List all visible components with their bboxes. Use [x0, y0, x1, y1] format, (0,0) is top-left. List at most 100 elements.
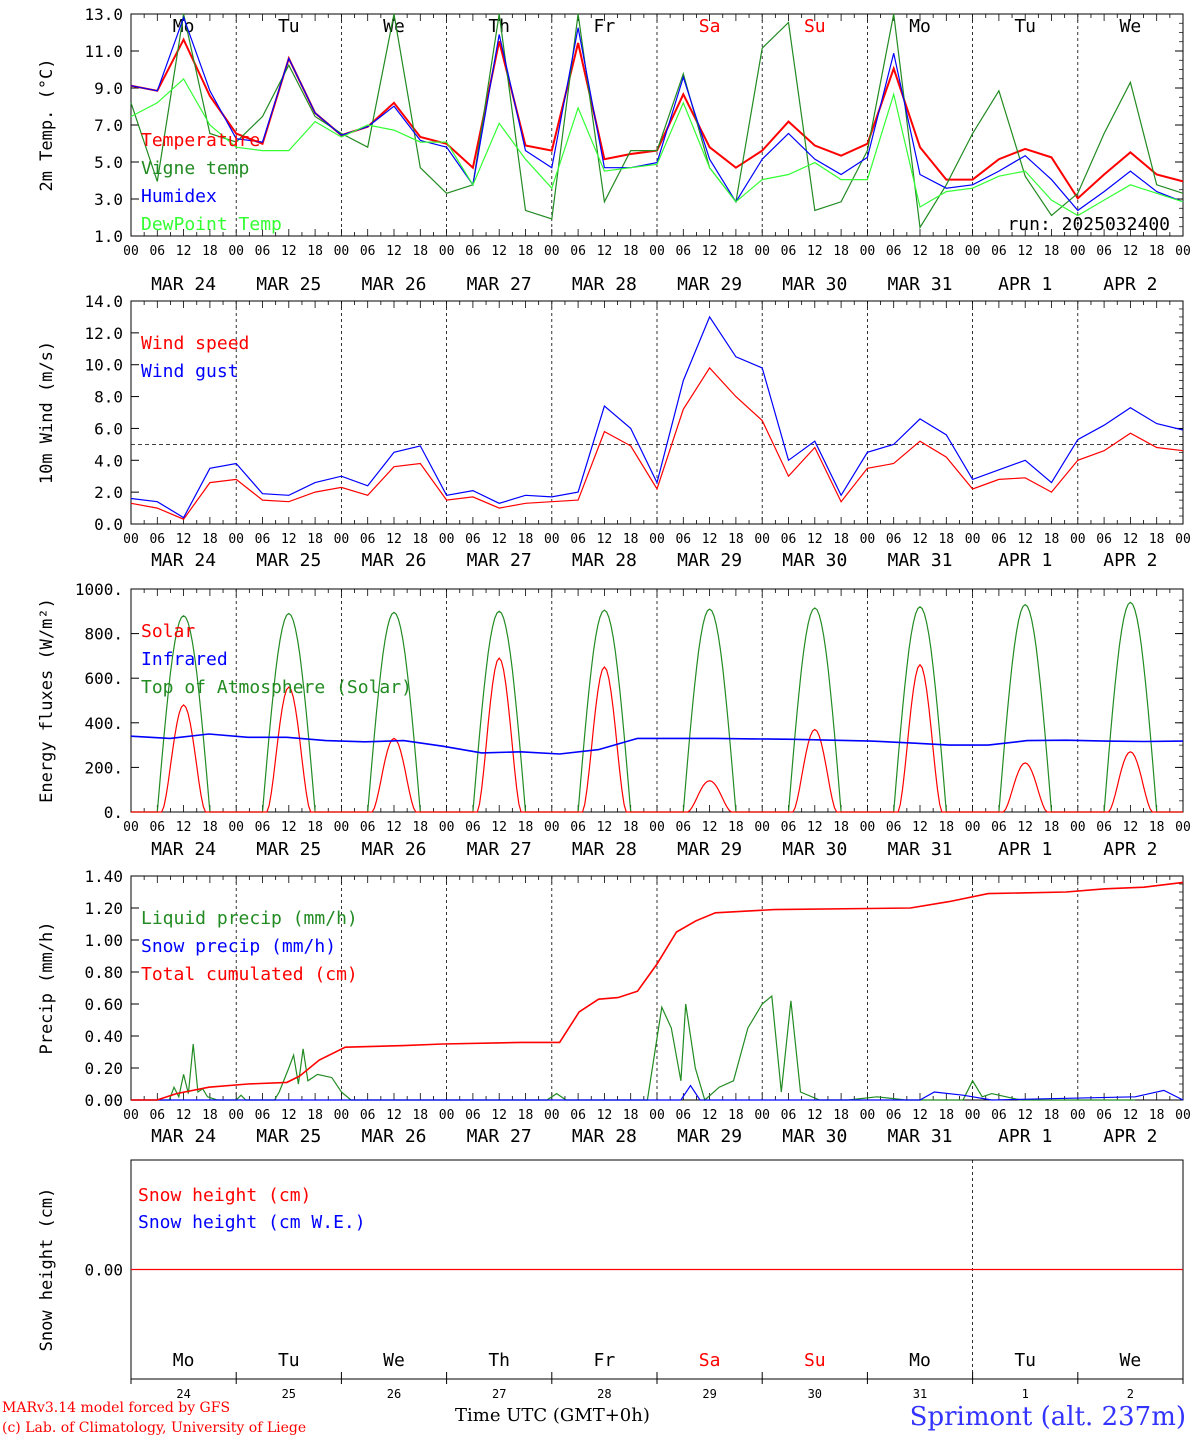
date-tick-label: APR 1	[998, 274, 1052, 295]
hour-tick-label: 12	[1017, 820, 1033, 835]
hour-tick-label: 12	[176, 244, 192, 259]
weekday-label: Tu	[1014, 16, 1036, 37]
date-tick-label: MAR 31	[887, 1126, 952, 1147]
hour-tick-label: 00	[439, 1108, 455, 1123]
hour-tick-label: 12	[491, 244, 507, 259]
hour-tick-label: 06	[149, 244, 165, 259]
hour-tick-label: 18	[1044, 532, 1060, 547]
y-tick-label: 400.	[84, 714, 123, 733]
y-tick-label: 0.80	[84, 963, 123, 982]
hour-tick-label: 00	[965, 1108, 981, 1123]
date-tick-label: MAR 26	[361, 1126, 426, 1147]
time-axis-label: Time UTC (GMT+0h)	[455, 1405, 650, 1426]
y-tick-label: 1000.	[75, 580, 123, 599]
toa-solar-line	[867, 606, 973, 813]
date-tick-label: APR 2	[1103, 274, 1157, 295]
y-tick-label: 600.	[84, 669, 123, 688]
hour-tick-label: 06	[465, 820, 481, 835]
y-tick-label: 1.0	[94, 227, 123, 246]
hour-tick-label: 12	[807, 532, 823, 547]
hour-tick-label: 00	[1175, 1108, 1191, 1123]
hour-tick-label: 12	[386, 244, 402, 259]
legend-entry: Liquid precip (mm/h)	[141, 908, 358, 929]
date-tick-label: MAR 25	[256, 274, 321, 295]
hour-tick-label: 18	[728, 820, 744, 835]
legend-entry: Humidex	[141, 186, 217, 207]
hour-tick-label: 18	[1044, 1108, 1060, 1123]
hour-tick-label: 12	[1017, 244, 1033, 259]
y-tick-label: 11.0	[84, 42, 123, 61]
solar-line	[341, 737, 447, 813]
cumulated-precip-line	[131, 881, 1184, 1101]
weekday-label: Tu	[278, 1350, 300, 1371]
y-tick-label: 5.0	[94, 153, 123, 172]
weekday-label: Mo	[909, 1350, 931, 1371]
weekday-label: Sa	[699, 1350, 721, 1371]
hour-tick-label: 18	[938, 244, 954, 259]
hour-tick-label: 00	[334, 244, 350, 259]
day-number-label: 29	[702, 1387, 716, 1401]
day-number-label: 28	[597, 1387, 611, 1401]
hour-tick-label: 00	[649, 532, 665, 547]
hour-tick-label: 06	[255, 820, 271, 835]
date-tick-label: MAR 31	[887, 550, 952, 571]
hour-tick-label: 18	[938, 1108, 954, 1123]
hour-tick-label: 12	[176, 532, 192, 547]
y-axis-label: Snow height (cm)	[37, 1188, 57, 1352]
hour-tick-label: 00	[544, 532, 560, 547]
hour-tick-label: 18	[1149, 244, 1165, 259]
hour-tick-label: 18	[518, 1108, 534, 1123]
hour-tick-label: 18	[728, 1108, 744, 1123]
y-tick-label: 8.0	[94, 388, 123, 407]
hour-tick-label: 00	[965, 820, 981, 835]
hour-tick-label: 18	[202, 820, 218, 835]
hour-tick-label: 06	[991, 244, 1007, 259]
hour-tick-label: 18	[623, 820, 639, 835]
hour-tick-label: 06	[570, 532, 586, 547]
y-tick-label: 12.0	[84, 324, 123, 343]
hour-tick-label: 00	[860, 1108, 876, 1123]
toa-solar-line	[236, 612, 342, 813]
weekday-label: Fr	[594, 16, 616, 37]
date-tick-label: APR 2	[1103, 1126, 1157, 1147]
date-tick-label: MAR 25	[256, 839, 321, 860]
hour-tick-label: 12	[702, 532, 718, 547]
hour-tick-label: 18	[307, 244, 323, 259]
toa-solar-line	[972, 603, 1078, 813]
hour-tick-label: 00	[754, 532, 770, 547]
date-tick-label: MAR 27	[467, 550, 532, 571]
hour-tick-label: 06	[360, 1108, 376, 1123]
hour-tick-label: 12	[912, 1108, 928, 1123]
weekday-label: Th	[488, 16, 510, 37]
hour-tick-label: 12	[912, 820, 928, 835]
legend-entry: DewPoint Temp	[141, 214, 282, 235]
hour-tick-label: 12	[597, 820, 613, 835]
legend-entry: Wind speed	[141, 333, 249, 354]
lab-credit: (c) Lab. of Climatology, University of L…	[2, 1420, 307, 1436]
y-tick-label: 6.0	[94, 419, 123, 438]
legend-entry: Snow precip (mm/h)	[141, 936, 336, 957]
weekday-label: We	[383, 16, 405, 37]
hour-tick-label: 00	[860, 244, 876, 259]
weekday-label: Fr	[594, 1350, 616, 1371]
solar-line	[446, 657, 552, 813]
hour-tick-label: 06	[991, 1108, 1007, 1123]
date-tick-label: MAR 24	[151, 550, 216, 571]
y-tick-label: 200.	[84, 758, 123, 777]
legend-entry: Temperature	[141, 130, 260, 151]
hour-tick-label: 00	[860, 820, 876, 835]
hour-tick-label: 06	[255, 1108, 271, 1123]
hour-tick-label: 18	[1149, 820, 1165, 835]
date-tick-label: MAR 26	[361, 839, 426, 860]
hour-tick-label: 06	[675, 820, 691, 835]
solar-line	[867, 663, 973, 813]
hour-tick-label: 12	[702, 820, 718, 835]
hour-tick-label: 00	[228, 1108, 244, 1123]
hour-tick-label: 00	[649, 820, 665, 835]
date-tick-label: MAR 24	[151, 839, 216, 860]
y-tick-label: 1.00	[84, 931, 123, 950]
hour-tick-label: 18	[833, 532, 849, 547]
date-tick-label: MAR 29	[677, 839, 742, 860]
date-tick-label: MAR 28	[572, 839, 637, 860]
hour-tick-label: 18	[518, 820, 534, 835]
